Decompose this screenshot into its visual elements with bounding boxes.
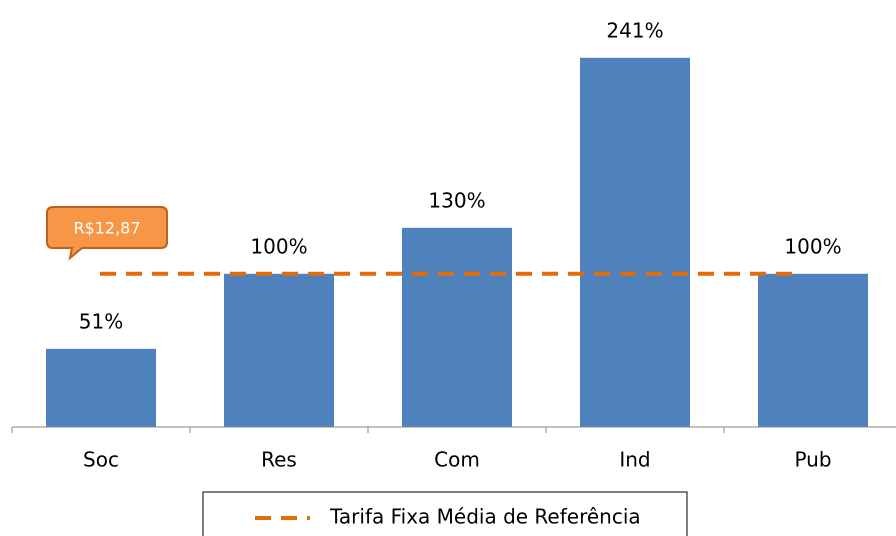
callout xyxy=(46,206,168,261)
bar xyxy=(402,227,512,427)
x-tick-label: Res xyxy=(261,448,297,472)
value-label: 241% xyxy=(606,18,663,42)
legend-label: Tarifa Fixa Média de Referência xyxy=(329,505,641,529)
bar xyxy=(758,273,868,427)
bar xyxy=(224,273,334,427)
bar xyxy=(580,57,690,428)
x-tick-label: Com xyxy=(434,448,480,472)
value-label: 100% xyxy=(784,234,841,258)
x-tick-label: Ind xyxy=(619,448,650,472)
x-tick-label: Pub xyxy=(794,448,831,472)
legend xyxy=(202,491,688,536)
value-label: 51% xyxy=(79,309,123,333)
bar xyxy=(46,348,156,427)
x-tick-label: Soc xyxy=(83,448,119,472)
value-label: 100% xyxy=(250,234,307,258)
value-label: 130% xyxy=(428,188,485,212)
callout-label: R$12,87 xyxy=(73,219,140,238)
